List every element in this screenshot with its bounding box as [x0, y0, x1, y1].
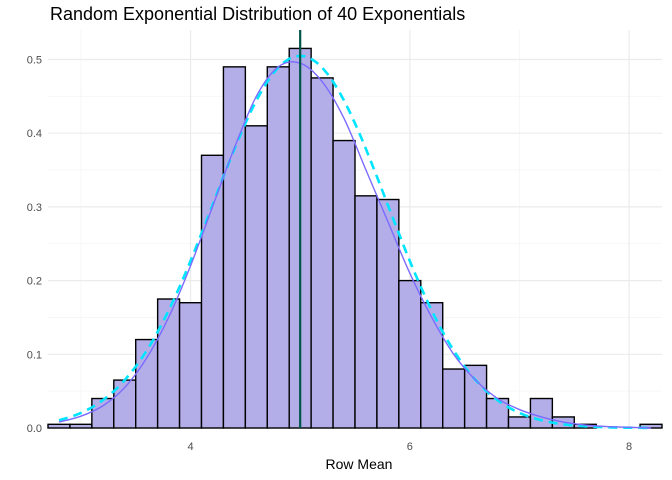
histogram-bar — [69, 423, 93, 429]
y-tick-label: 0.0 — [27, 423, 42, 435]
y-tick-label: 0.2 — [27, 276, 42, 288]
histogram-bar — [507, 416, 532, 429]
x-tick-label: 6 — [407, 441, 413, 453]
histogram-bar — [200, 154, 225, 429]
histogram-bars — [47, 47, 663, 429]
kernel-density-curve — [58, 61, 652, 429]
y-tick-label: 0.3 — [27, 202, 42, 214]
histogram-bar — [222, 66, 247, 429]
histogram-bar — [354, 195, 378, 429]
histogram-bar — [398, 279, 422, 429]
histogram-bar — [178, 302, 203, 429]
x-tick-label: 4 — [187, 441, 193, 453]
density-curves — [58, 54, 652, 430]
y-tick-label: 0.5 — [27, 54, 42, 66]
x-tick-label: 8 — [626, 441, 632, 453]
histogram-bar — [266, 66, 290, 429]
histogram-bar — [47, 423, 71, 429]
histogram-bar — [463, 364, 488, 429]
x-axis-title: Row Mean — [326, 456, 393, 472]
y-tick-label: 0.1 — [27, 349, 42, 361]
y-tick-label: 0.4 — [27, 128, 42, 140]
axis-labels: 4 6 8 0.0 0.1 0.2 0.3 0.4 0.5 — [27, 54, 632, 453]
histogram-bar — [332, 139, 356, 429]
chart-title: Random Exponential Distribution of 40 Ex… — [50, 4, 466, 24]
histogram-bar — [310, 77, 334, 429]
histogram-bar — [244, 125, 268, 429]
histogram-bar — [529, 397, 554, 429]
normal-density-curve — [58, 54, 651, 430]
histogram-bar — [442, 368, 466, 429]
histogram-bar — [420, 302, 444, 429]
histogram-bar — [376, 198, 400, 429]
histogram-bar — [91, 397, 115, 429]
